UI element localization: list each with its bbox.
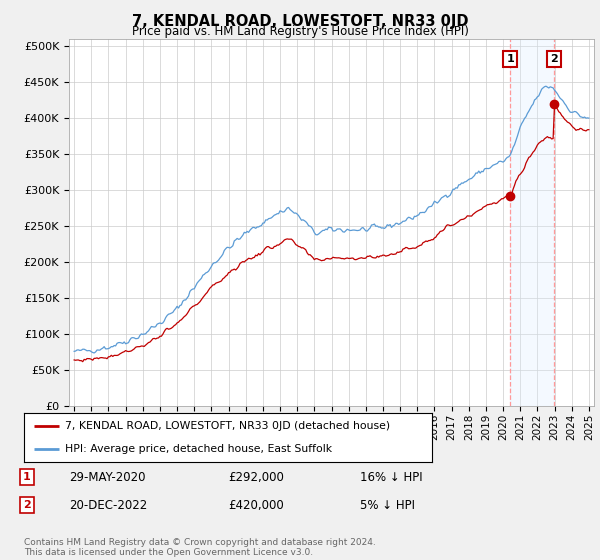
Text: 7, KENDAL ROAD, LOWESTOFT, NR33 0JD: 7, KENDAL ROAD, LOWESTOFT, NR33 0JD bbox=[132, 14, 468, 29]
Text: 2: 2 bbox=[23, 500, 31, 510]
Text: 5% ↓ HPI: 5% ↓ HPI bbox=[360, 498, 415, 512]
Text: 2: 2 bbox=[550, 54, 558, 64]
Text: 7, KENDAL ROAD, LOWESTOFT, NR33 0JD (detached house): 7, KENDAL ROAD, LOWESTOFT, NR33 0JD (det… bbox=[65, 421, 390, 431]
Text: 1: 1 bbox=[506, 54, 514, 64]
Text: 29-MAY-2020: 29-MAY-2020 bbox=[69, 470, 146, 484]
Text: 20-DEC-2022: 20-DEC-2022 bbox=[69, 498, 147, 512]
Bar bbox=[510, 39, 554, 406]
Text: 1: 1 bbox=[23, 472, 31, 482]
Text: 16% ↓ HPI: 16% ↓ HPI bbox=[360, 470, 422, 484]
Text: £420,000: £420,000 bbox=[228, 498, 284, 512]
Text: Contains HM Land Registry data © Crown copyright and database right 2024.
This d: Contains HM Land Registry data © Crown c… bbox=[24, 538, 376, 557]
Text: £292,000: £292,000 bbox=[228, 470, 284, 484]
Text: Price paid vs. HM Land Registry's House Price Index (HPI): Price paid vs. HM Land Registry's House … bbox=[131, 25, 469, 38]
Text: HPI: Average price, detached house, East Suffolk: HPI: Average price, detached house, East… bbox=[65, 444, 332, 454]
